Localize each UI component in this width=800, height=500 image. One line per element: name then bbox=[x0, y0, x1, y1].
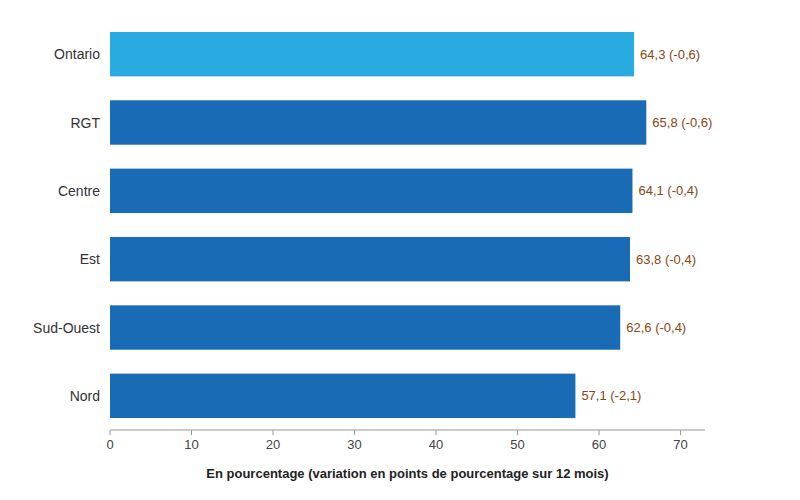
x-axis-label: En pourcentage (variation en points de p… bbox=[206, 466, 608, 481]
x-tick-label: 50 bbox=[510, 437, 524, 452]
category-label: Est bbox=[80, 251, 100, 267]
x-tick-label: 10 bbox=[184, 437, 198, 452]
data-label: 57,1 (-2,1) bbox=[581, 388, 641, 403]
data-label: 64,1 (-0,4) bbox=[638, 183, 698, 198]
data-label: 62,6 (-0,4) bbox=[626, 320, 686, 335]
category-label: Sud-Ouest bbox=[33, 320, 100, 336]
bar bbox=[110, 100, 646, 144]
x-tick bbox=[517, 430, 518, 435]
category-label: Centre bbox=[58, 183, 100, 199]
x-tick bbox=[354, 430, 355, 435]
chart-container: 64,3 (-0,6) 65,8 (-0,6) 64,1 (-0,4) 63,8 (-… bbox=[0, 0, 800, 500]
x-tick bbox=[436, 430, 437, 435]
x-axis-line bbox=[110, 430, 705, 431]
data-label: 65,8 (-0,6) bbox=[652, 115, 712, 130]
x-tick bbox=[191, 430, 192, 435]
bar bbox=[110, 237, 630, 281]
x-tick-label: 20 bbox=[266, 437, 280, 452]
x-tick-label: 70 bbox=[673, 437, 687, 452]
bar bbox=[110, 374, 575, 418]
x-tick-label: 60 bbox=[592, 437, 606, 452]
x-tick bbox=[110, 430, 111, 435]
x-tick-label: 40 bbox=[429, 437, 443, 452]
data-label: 63,8 (-0,4) bbox=[636, 252, 696, 267]
category-label: Ontario bbox=[54, 46, 100, 62]
x-tick-label: 30 bbox=[347, 437, 361, 452]
bar bbox=[110, 32, 634, 76]
category-label: RGT bbox=[70, 115, 100, 131]
bars bbox=[110, 32, 646, 418]
x-tick bbox=[599, 430, 600, 435]
data-label: 64,3 (-0,6) bbox=[640, 47, 700, 62]
x-tick bbox=[273, 430, 274, 435]
chart-svg: 64,3 (-0,6) 65,8 (-0,6) 64,1 (-0,4) 63,8 (-… bbox=[0, 0, 800, 500]
bar bbox=[110, 305, 620, 349]
x-tick-label: 0 bbox=[106, 437, 113, 452]
category-label: Nord bbox=[70, 388, 100, 404]
bar bbox=[110, 169, 632, 213]
x-tick bbox=[680, 430, 681, 435]
